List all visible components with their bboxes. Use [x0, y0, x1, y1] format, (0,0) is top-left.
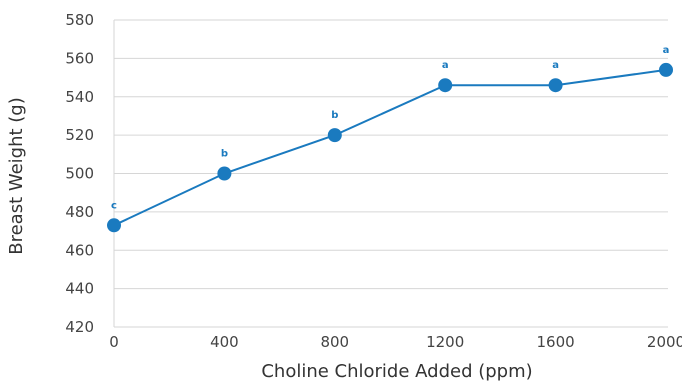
y-tick-label: 540 — [65, 88, 94, 106]
significance-label: b — [221, 149, 228, 160]
data-point — [327, 128, 342, 143]
series: c b b a a a — [107, 45, 673, 233]
data-point — [659, 62, 673, 77]
y-tick-label: 460 — [65, 241, 94, 259]
x-tick-label: 2000 — [647, 333, 682, 351]
data-point — [438, 78, 453, 93]
y-tick-label: 560 — [65, 49, 94, 67]
y-tick-label: 440 — [65, 280, 94, 298]
data-point — [107, 218, 121, 233]
y-tick-label: 420 — [65, 318, 94, 336]
series-line — [113, 68, 667, 227]
x-axis-title: Choline Chloride Added (ppm) — [261, 361, 532, 382]
significance-label: a — [552, 60, 559, 71]
y-tick-label: 580 — [65, 11, 94, 29]
significance-label: c — [111, 200, 117, 211]
x-tick-label: 1600 — [537, 333, 575, 351]
y-tick-label: 500 — [65, 165, 94, 183]
y-tick-label: 480 — [65, 203, 94, 221]
x-tick-label: 800 — [320, 333, 349, 351]
data-point — [217, 166, 232, 181]
significance-label: a — [442, 60, 449, 71]
x-tick-label: 400 — [210, 333, 239, 351]
significance-label: a — [663, 45, 670, 56]
x-tick-label: 1200 — [426, 333, 464, 351]
data-point — [548, 78, 563, 93]
y-axis-ticks: 420 440 460 480 500 520 540 560 580 — [65, 11, 94, 336]
significance-label: b — [331, 110, 338, 121]
y-axis-title: Breast Weight (g) — [6, 97, 27, 255]
x-tick-label: 0 — [109, 333, 119, 351]
y-tick-label: 520 — [65, 126, 94, 144]
x-axis-ticks: 0 400 800 1200 1600 2000 — [109, 333, 682, 351]
gridlines — [113, 19, 668, 328]
